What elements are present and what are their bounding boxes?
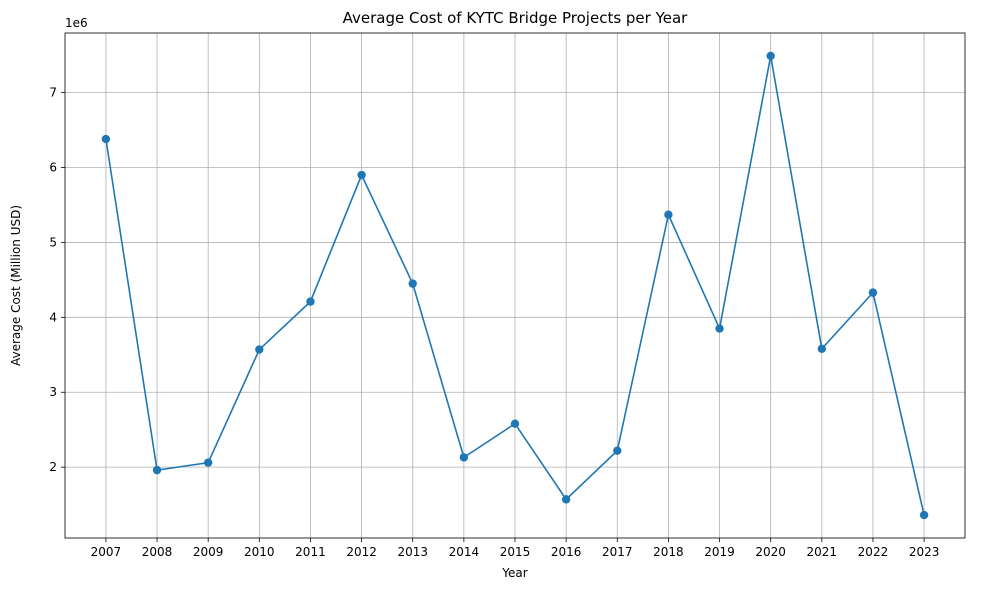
data-point: [868, 288, 878, 297]
x-tick-label: 2009: [193, 545, 224, 559]
data-point: [561, 495, 571, 504]
data-point: [715, 324, 724, 333]
y-tick-label: 3: [49, 385, 57, 399]
x-tick-label: 2011: [295, 545, 326, 559]
x-tick-label: 2018: [653, 545, 684, 559]
axis-ticks: 2007 2008 2009 2010 2011 2012 2013 2014 2015 2016…: [49, 86, 939, 559]
y-tick-label: 2: [49, 460, 57, 474]
data-point: [306, 297, 315, 306]
x-tick-label: 2017: [602, 545, 633, 559]
data-point: [255, 345, 264, 354]
data-point: [766, 51, 775, 61]
y-axis-offset-label: 1e6: [65, 16, 88, 30]
x-tick-label: 2021: [807, 545, 838, 559]
data-point: [664, 210, 673, 219]
x-tick-label: 2012: [346, 545, 377, 559]
x-axis-label: Year: [501, 566, 527, 580]
x-tick-label: 2023: [909, 545, 940, 559]
data-point: [357, 170, 366, 180]
y-tick-label: 7: [49, 86, 57, 100]
data-point: [101, 134, 111, 144]
y-tick-label: 4: [49, 310, 57, 324]
x-tick-label: 2014: [449, 545, 480, 559]
series-layer: [101, 51, 929, 520]
y-tick-label: 6: [49, 161, 57, 175]
grid: [65, 33, 965, 538]
x-tick-label: 2020: [755, 545, 786, 559]
x-tick-label: 2016: [551, 545, 582, 559]
data-point: [613, 446, 622, 455]
data-point: [152, 465, 162, 475]
data-point: [817, 344, 827, 353]
y-tick-label: 5: [49, 235, 57, 249]
data-point: [510, 419, 520, 428]
data-point: [919, 510, 929, 520]
x-tick-label: 2015: [500, 545, 531, 559]
data-point: [459, 453, 469, 462]
y-axis-label: Average Cost (Million USD): [9, 205, 23, 366]
data-point: [408, 279, 417, 288]
chart-title: Average Cost of KYTC Bridge Projects per…: [343, 9, 689, 27]
x-tick-label: 2008: [142, 545, 173, 559]
x-tick-label: 2010: [244, 545, 275, 559]
x-tick-label: 2022: [858, 545, 889, 559]
x-tick-label: 2007: [91, 545, 122, 559]
x-tick-label: 2019: [704, 545, 735, 559]
data-point: [203, 458, 213, 467]
x-tick-label: 2013: [397, 545, 428, 559]
